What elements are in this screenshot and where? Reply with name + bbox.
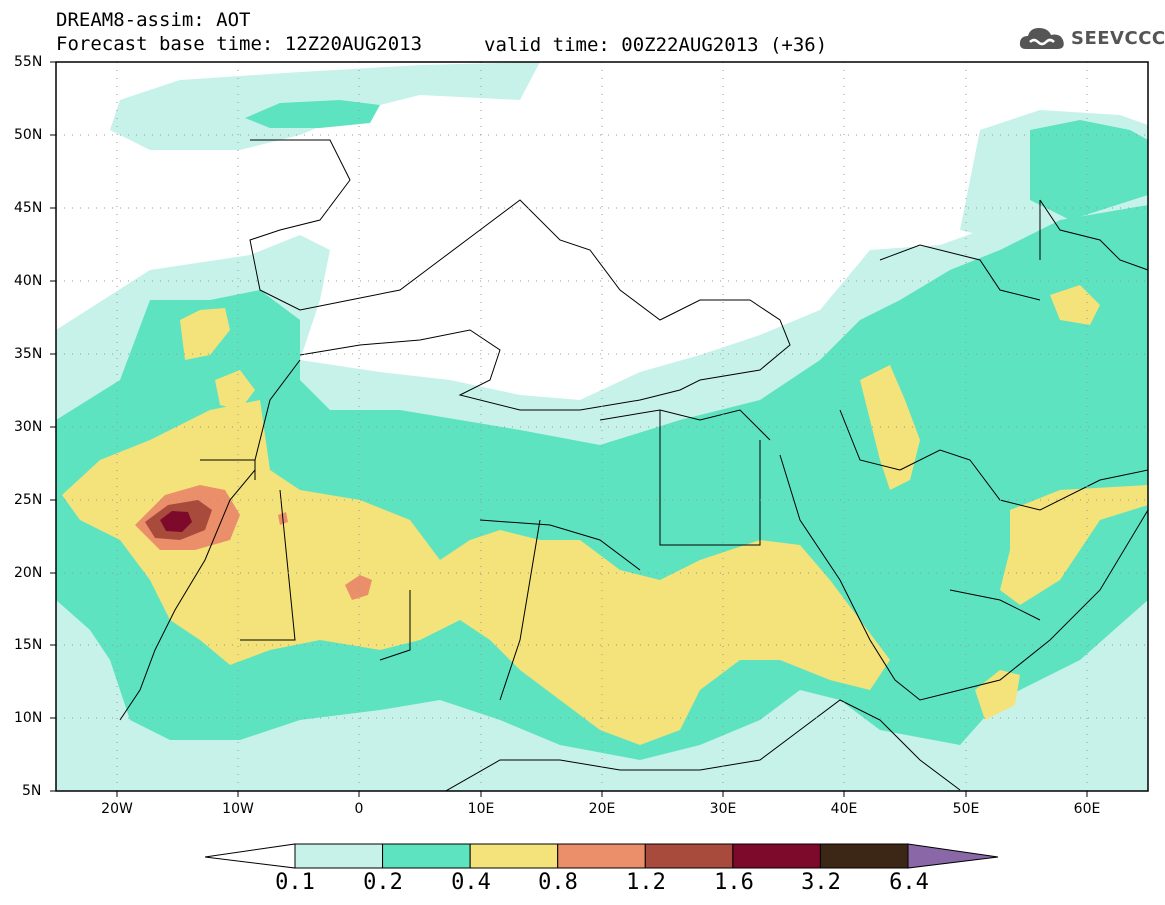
colorbar-cell	[294, 843, 384, 869]
colorbar-cell	[557, 843, 646, 869]
cloud-icon	[1019, 28, 1064, 49]
lat-label: 45N	[14, 200, 43, 216]
colorbar-high-arrow	[907, 843, 999, 869]
lat-label: 5N	[22, 783, 42, 799]
aot-0.4-band	[62, 285, 1148, 745]
aot-field	[56, 62, 1148, 791]
colorbar-label: 0.2	[363, 870, 403, 895]
lon-label: 30E	[709, 801, 737, 817]
colorbar-cell	[732, 843, 821, 869]
colorbar-cell	[469, 843, 559, 869]
lon-label: 60E	[1073, 801, 1101, 817]
colorbar-label: 1.2	[626, 870, 666, 895]
tick-marks	[50, 61, 1088, 797]
colorbar-label: 0.1	[275, 870, 315, 895]
lon-label: 10E	[467, 801, 495, 817]
lat-label: 40N	[14, 273, 43, 289]
lon-label: 20E	[588, 801, 616, 817]
lat-label: 15N	[14, 637, 43, 653]
lat-label: 55N	[14, 54, 43, 70]
lat-label: 35N	[14, 346, 43, 362]
valid-time: valid time: 00Z22AUG2013 (+36)	[484, 34, 828, 56]
aot-1.6-band	[160, 511, 192, 532]
colorbar-label: 1.6	[714, 870, 754, 895]
lat-label: 10N	[14, 710, 43, 726]
lat-label: 20N	[14, 565, 43, 581]
coastlines	[119, 139, 1148, 791]
colorbar-label: 3.2	[801, 870, 841, 895]
lon-label: 0	[354, 801, 364, 817]
colorbar-cell	[819, 843, 909, 869]
logo-text: SEEVCCC	[1071, 27, 1165, 49]
colorbar-label: 0.4	[451, 870, 491, 895]
colorbar	[205, 843, 999, 869]
colorbar-label: 0.8	[538, 870, 578, 895]
lat-label: 25N	[14, 492, 43, 508]
seevccc-logo: SEEVCCC	[1018, 23, 1165, 53]
colorbar-cells	[294, 843, 909, 869]
colorbar-cell	[382, 843, 471, 869]
lon-label: 10W	[222, 801, 254, 817]
forecast-base-time: Forecast base time: 12Z20AUG2013	[56, 33, 423, 55]
lon-label: 20W	[101, 801, 133, 817]
lon-label: 50E	[952, 801, 980, 817]
map-title: DREAM8-assim: AOT	[56, 9, 251, 31]
lat-label: 30N	[14, 419, 43, 435]
colorbar-cell	[644, 843, 734, 869]
colorbar-label: 6.4	[889, 870, 929, 895]
lat-label: 50N	[14, 127, 43, 143]
colorbar-low-arrow	[205, 843, 296, 869]
lon-label: 40E	[830, 801, 858, 817]
